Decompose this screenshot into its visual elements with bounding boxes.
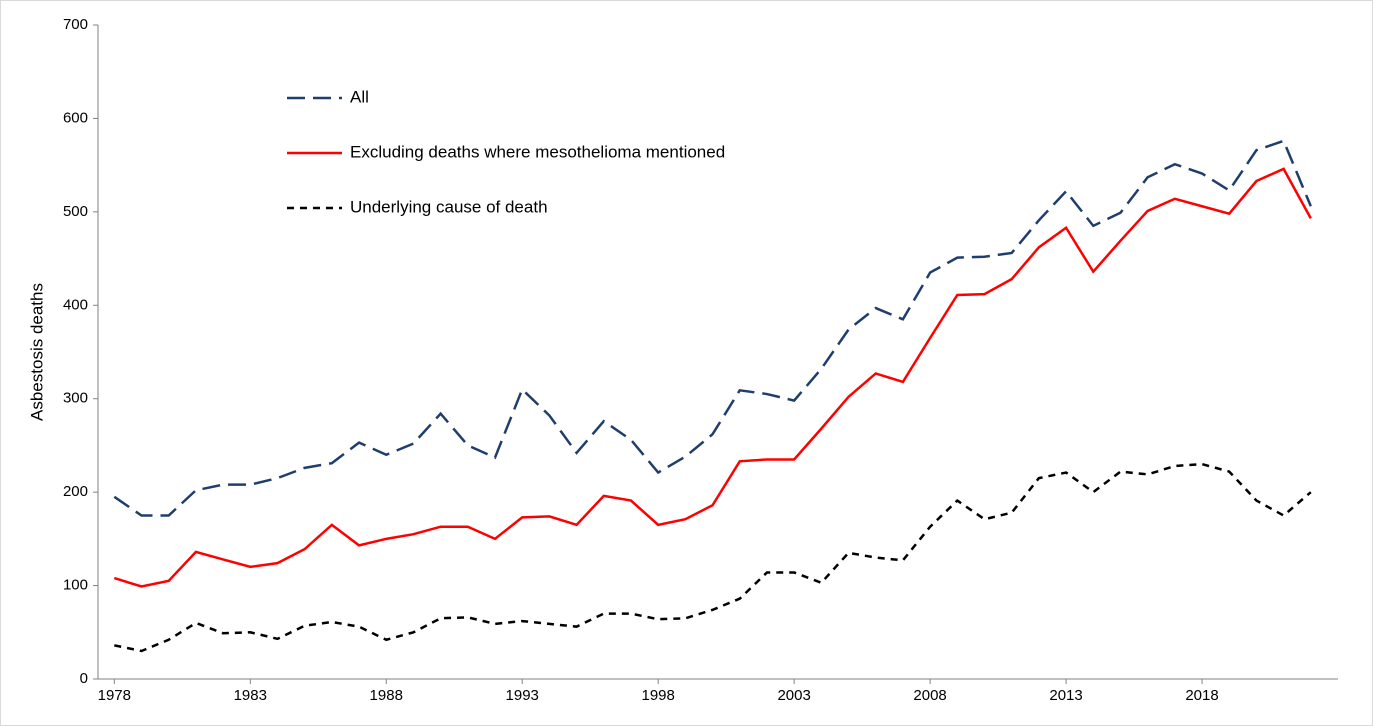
y-tick-label: 500 [63, 203, 88, 220]
x-tick-label: 2003 [777, 687, 810, 704]
x-tick-label: 1978 [98, 687, 131, 704]
x-tick-label: 1998 [641, 687, 674, 704]
series-line [114, 462, 1312, 653]
y-tick-label: 300 [63, 390, 88, 407]
x-tick-label: 2013 [1049, 687, 1082, 704]
legend-label: Excluding deaths where mesothelioma ment… [350, 142, 725, 161]
x-tick-label: 2008 [913, 687, 946, 704]
y-tick-label: 0 [80, 670, 88, 687]
series-line [113, 139, 1312, 517]
legend-label: All [350, 87, 369, 106]
series-line [113, 167, 1312, 588]
legend-label: Underlying cause of death [350, 197, 548, 216]
y-tick-label: 600 [63, 109, 88, 126]
y-tick-label: 100 [63, 577, 88, 594]
x-tick-label: 1988 [370, 687, 403, 704]
x-tick-label: 1993 [506, 687, 539, 704]
y-axis-label: Asbestosis deaths [27, 283, 46, 421]
x-tick-label: 1983 [234, 687, 267, 704]
y-tick-label: 200 [63, 483, 88, 500]
x-tick-label: 2018 [1185, 687, 1218, 704]
y-tick-label: 400 [63, 296, 88, 313]
y-tick-label: 700 [63, 16, 88, 33]
